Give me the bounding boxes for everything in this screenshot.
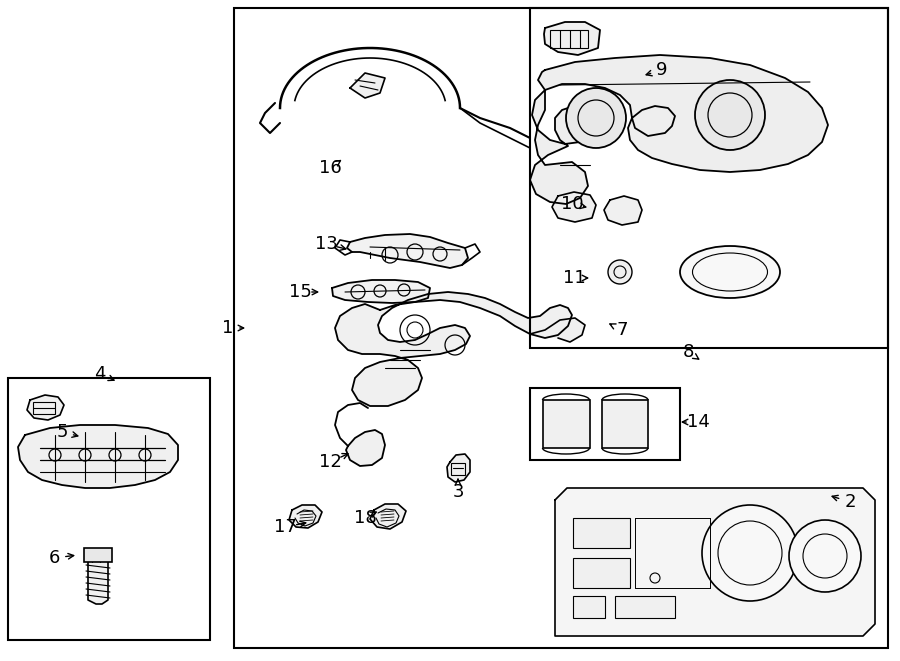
Text: 14: 14 [687, 413, 709, 431]
Polygon shape [604, 196, 642, 225]
Ellipse shape [680, 246, 780, 298]
Bar [530, 388, 680, 460]
Circle shape [566, 88, 626, 148]
Polygon shape [555, 488, 875, 636]
Circle shape [789, 520, 861, 592]
Text: 5: 5 [56, 423, 68, 441]
Text: 1: 1 [222, 319, 234, 337]
Circle shape [608, 260, 632, 284]
Circle shape [702, 505, 798, 601]
Polygon shape [447, 454, 470, 482]
Polygon shape [530, 55, 828, 204]
Bar [451, 463, 465, 475]
Bar [602, 400, 648, 448]
Bar [84, 548, 112, 562]
Text: 18: 18 [354, 509, 376, 527]
Polygon shape [370, 504, 406, 529]
Bar [573, 596, 605, 618]
Bar [543, 400, 590, 448]
Text: 13: 13 [315, 235, 338, 253]
Bar [573, 518, 630, 548]
Bar [234, 8, 888, 648]
Text: 12: 12 [319, 453, 341, 471]
Polygon shape [346, 430, 385, 466]
Text: 10: 10 [561, 195, 583, 213]
Bar [615, 596, 675, 618]
Polygon shape [27, 395, 64, 420]
Text: 7: 7 [616, 321, 628, 339]
Text: 2: 2 [844, 493, 856, 511]
Bar [8, 378, 210, 640]
Text: 17: 17 [274, 518, 296, 536]
Text: 9: 9 [656, 61, 668, 79]
Text: 16: 16 [319, 159, 341, 177]
Bar [573, 558, 630, 588]
Polygon shape [552, 192, 596, 222]
Text: 11: 11 [562, 269, 585, 287]
Polygon shape [347, 234, 468, 268]
Text: 15: 15 [289, 283, 311, 301]
Polygon shape [289, 505, 322, 528]
Bar [550, 30, 588, 48]
Bar [33, 402, 55, 414]
Text: 4: 4 [94, 365, 106, 383]
Polygon shape [350, 73, 385, 98]
Text: 3: 3 [452, 483, 464, 501]
Text: 8: 8 [682, 343, 694, 361]
Text: 6: 6 [49, 549, 59, 567]
Polygon shape [335, 292, 572, 406]
Circle shape [695, 80, 765, 150]
Polygon shape [88, 556, 108, 604]
Polygon shape [544, 22, 600, 55]
Polygon shape [332, 280, 430, 303]
Polygon shape [18, 425, 178, 488]
Polygon shape [530, 318, 585, 342]
Bar [530, 8, 888, 348]
